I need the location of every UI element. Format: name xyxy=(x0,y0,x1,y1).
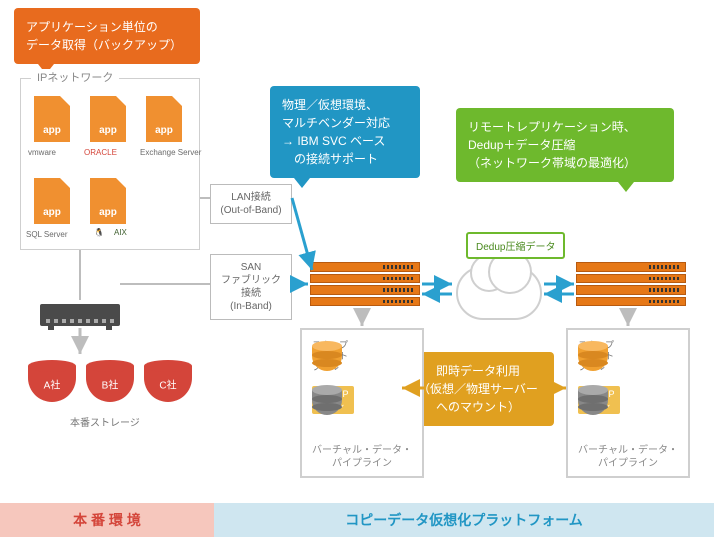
san-connection-box: SAN ファブリック 接続 (In-Band) xyxy=(210,254,292,320)
callout-replication: リモートレプリケーション時、 Dedup＋データ圧縮 （ネットワーク帯域の最適化… xyxy=(456,108,674,182)
app-tile-label: app xyxy=(34,125,70,136)
network-switch-icon xyxy=(40,304,120,326)
vendor-label: AIX xyxy=(114,228,127,237)
app-tile: app xyxy=(34,96,70,142)
lan-connection-box: LAN接続 (Out-of-Band) xyxy=(210,184,292,224)
storage-cylinder: B社 xyxy=(86,360,134,402)
app-tile-label: app xyxy=(146,125,182,136)
storage-cylinder: C社 xyxy=(144,360,192,402)
callout-mount: 即時データ利用 （仮想／物理サーバー へのマウント） xyxy=(402,352,554,426)
dedup-pool-icon xyxy=(312,385,342,415)
app-tile: app xyxy=(90,178,126,224)
app-tile-label: app xyxy=(34,207,70,218)
storage-cylinder-label: A社 xyxy=(28,377,76,392)
vendor-label: 🐧 xyxy=(94,228,104,237)
app-tile-label: app xyxy=(90,207,126,218)
diagram-canvas: アプリケーション単位の データ取得（バックアップ） 物理／仮想環境、 マルチベン… xyxy=(0,0,714,537)
footer-production-env: 本 番 環 境 xyxy=(0,503,214,537)
storage-cylinder: A社 xyxy=(28,360,76,402)
storage-cylinder-label: B社 xyxy=(86,377,134,392)
app-tile: app xyxy=(90,96,126,142)
production-storage-caption: 本番ストレージ xyxy=(70,414,140,429)
vendor-label: vmware xyxy=(28,148,56,157)
pipeline-caption-remote: バーチャル・データ・ パイプライン xyxy=(568,444,688,470)
footer-copy-data-platform: コピーデータ仮想化プラットフォーム xyxy=(214,503,714,537)
dedup-pool-icon xyxy=(578,385,608,415)
vendor-label: ORACLE xyxy=(84,148,117,157)
snapshot-pool-icon xyxy=(312,341,342,371)
storage-cylinder-label: C社 xyxy=(144,377,192,392)
virtual-data-pipeline-primary: スナップ ショット プール DEDUP プール バーチャル・データ・ パイプライ… xyxy=(300,328,424,478)
snapshot-pool-icon xyxy=(578,341,608,371)
callout-svc: 物理／仮想環境、 マルチベンダー対応 → IBM SVC ベース の接続サポート xyxy=(270,86,420,178)
vendor-label: SQL Server xyxy=(26,230,68,239)
pipeline-caption-primary: バーチャル・データ・ パイプライン xyxy=(302,444,422,470)
appliance-rack-primary xyxy=(310,262,420,306)
callout-backup: アプリケーション単位の データ取得（バックアップ） xyxy=(14,8,200,64)
dedup-data-tag: Dedup圧縮データ xyxy=(466,232,565,259)
app-tile: app xyxy=(146,96,182,142)
vendor-label: Exchange Server xyxy=(140,148,201,157)
app-tile: app xyxy=(34,178,70,224)
cloud-icon xyxy=(456,266,542,320)
app-tile-label: app xyxy=(90,125,126,136)
virtual-data-pipeline-remote: スナップ ショット プール DEDUP プール バーチャル・データ・ パイプライ… xyxy=(566,328,690,478)
ip-network-label: IPネットワーク xyxy=(31,69,119,85)
appliance-rack-remote xyxy=(576,262,686,306)
